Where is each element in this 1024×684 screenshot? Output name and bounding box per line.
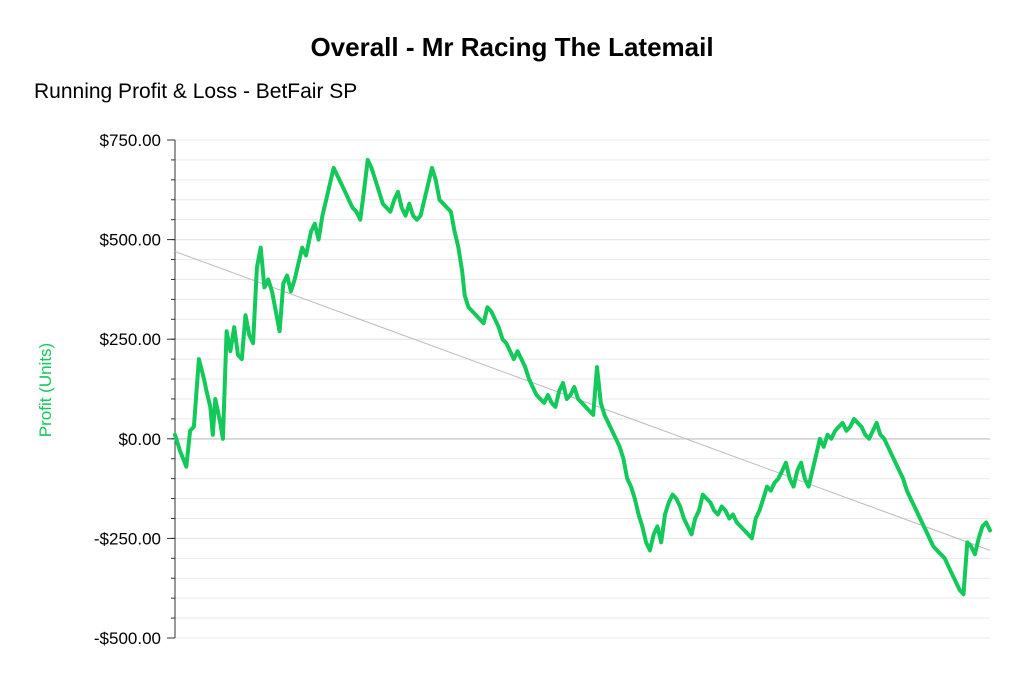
- y-ticks: $750.00 $500.00 $250.00 $0.00 -$250.00 -$500.…: [94, 131, 175, 648]
- series-group: [173, 157, 992, 597]
- chart-subtitle: Running Profit & Loss - BetFair SP: [34, 80, 358, 103]
- y-tick-label: $750.00: [100, 131, 161, 150]
- y-tick-label: -$500.00: [94, 629, 161, 648]
- y-tick-label: $250.00: [100, 330, 161, 349]
- y-tick-label: $500.00: [100, 231, 161, 250]
- profit-series-line: [173, 157, 992, 597]
- y-tick-label: $0.00: [118, 430, 161, 449]
- minor-gridlines: [175, 139, 990, 639]
- y-tick-label: -$250.00: [94, 529, 161, 548]
- chart-title: Overall - Mr Racing The Latemail: [310, 32, 714, 62]
- gridlines: [175, 139, 990, 639]
